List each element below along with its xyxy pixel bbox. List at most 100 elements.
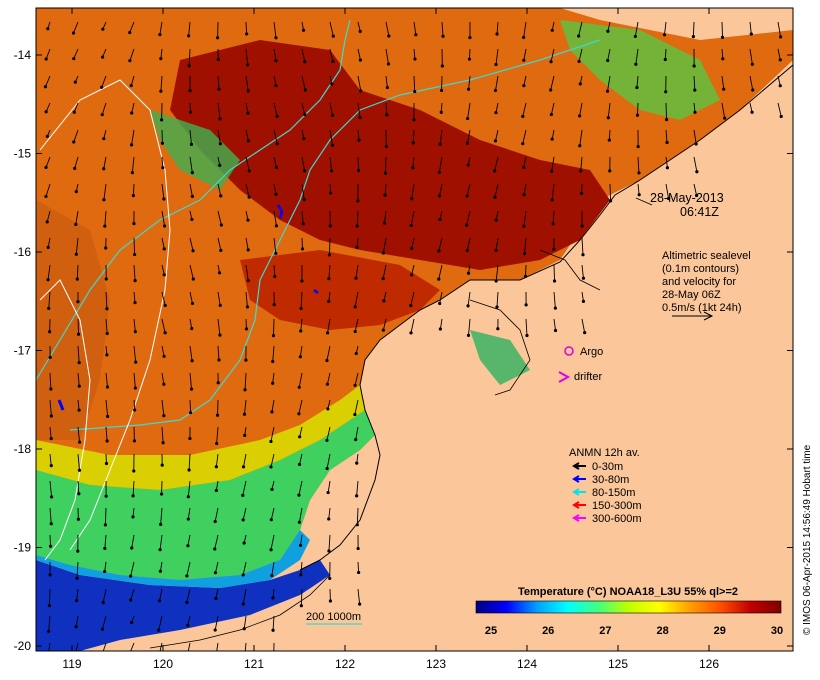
velocity-arrow <box>46 210 51 222</box>
velocity-arrow-head <box>521 114 525 118</box>
velocity-arrow-head <box>186 623 190 627</box>
velocity-arrow <box>161 156 164 168</box>
velocity-arrow-head <box>353 305 357 309</box>
velocity-arrow-head <box>326 490 330 495</box>
velocity-arrow <box>298 399 303 414</box>
x-tick-label: 125 <box>608 657 628 671</box>
velocity-arrow-head <box>750 110 754 114</box>
velocity-arrow <box>215 561 219 573</box>
velocity-arrow-head <box>190 171 194 175</box>
velocity-arrow-head <box>353 329 357 334</box>
velocity-arrow <box>133 237 136 255</box>
velocity-arrow <box>299 345 303 357</box>
velocity-arrow <box>636 75 639 88</box>
velocity-arrow <box>161 210 166 227</box>
velocity-arrow <box>637 102 639 116</box>
velocity-arrow-head <box>329 191 333 195</box>
velocity-arrow-head <box>723 116 727 120</box>
velocity-arrow <box>410 291 415 306</box>
velocity-arrow-head <box>129 83 133 88</box>
velocity-arrow-head <box>494 279 498 283</box>
velocity-arrow <box>357 588 361 605</box>
velocity-arrow-head <box>162 197 166 201</box>
velocity-arrow-head <box>157 628 161 632</box>
velocity-arrow-head <box>130 111 134 115</box>
velocity-arrow <box>438 237 443 251</box>
velocity-arrow-head <box>325 466 329 471</box>
velocity-arrow-head <box>358 58 362 62</box>
velocity-arrow-head <box>104 494 108 498</box>
velocity-arrow <box>523 21 527 38</box>
anmn-title: ANMN 12h av. <box>569 447 640 459</box>
velocity-arrow <box>356 480 359 496</box>
velocity-arrow <box>73 102 79 113</box>
velocity-arrow-head <box>47 306 51 310</box>
velocity-arrow <box>439 129 443 145</box>
velocity-arrow <box>300 534 303 546</box>
velocity-arrow-head <box>385 85 389 90</box>
colorbar-tick-label: 26 <box>542 625 554 637</box>
velocity-arrow <box>495 102 499 113</box>
velocity-arrow-head <box>410 197 414 201</box>
velocity-arrow <box>270 453 275 468</box>
velocity-arrow-head <box>45 134 49 138</box>
velocity-arrow <box>273 48 277 61</box>
colorbar-gradient <box>475 600 782 614</box>
velocity-arrow-head <box>779 114 783 119</box>
velocity-arrow-head <box>299 573 303 577</box>
velocity-arrow-head <box>297 520 302 524</box>
velocity-arrow-head <box>466 304 470 308</box>
velocity-arrow <box>48 642 51 651</box>
velocity-arrow <box>243 615 247 629</box>
velocity-arrow <box>579 102 583 117</box>
velocity-arrow-head <box>132 439 137 443</box>
velocity-arrow-head <box>328 576 332 581</box>
velocity-arrow <box>160 75 163 92</box>
velocity-arrow-head <box>358 29 362 33</box>
velocity-arrow-head <box>131 494 135 498</box>
velocity-arrow-head <box>219 194 223 198</box>
velocity-arrow-head <box>103 224 107 228</box>
velocity-arrow-head <box>694 142 698 146</box>
velocity-arrow-head <box>75 277 79 281</box>
velocity-arrow <box>245 102 249 114</box>
velocity-arrow-head <box>130 546 134 550</box>
velocity-arrow-head <box>275 142 279 146</box>
velocity-arrow <box>215 480 219 491</box>
velocity-arrow <box>273 210 277 226</box>
velocity-arrow <box>102 588 107 603</box>
velocity-arrow-head <box>100 85 104 89</box>
velocity-arrow <box>273 318 275 336</box>
velocity-arrow-head <box>387 34 391 38</box>
velocity-arrow-head <box>213 628 217 632</box>
velocity-arrow-head <box>522 84 526 88</box>
velocity-arrow-head <box>246 139 250 143</box>
velocity-arrow-head <box>103 569 107 574</box>
velocity-arrow <box>553 318 556 331</box>
velocity-arrow-head <box>186 517 190 521</box>
velocity-arrow-head <box>243 388 247 392</box>
velocity-arrow-head <box>247 169 251 173</box>
velocity-arrow-head <box>300 279 304 283</box>
velocity-arrow-head <box>330 113 335 118</box>
velocity-arrow-head <box>159 56 163 61</box>
velocity-arrow-head <box>246 279 250 283</box>
velocity-arrow-head <box>213 547 217 551</box>
velocity-arrow <box>189 156 193 173</box>
altimetry-line-5: 0.5m/s (1kt 24h) <box>662 302 741 314</box>
velocity-arrow <box>495 75 499 91</box>
velocity-arrow-head <box>102 167 106 171</box>
velocity-arrow-head <box>438 327 442 331</box>
sea-cool-zone <box>36 560 330 651</box>
velocity-arrow-head <box>357 570 361 575</box>
velocity-arrow <box>328 534 331 551</box>
velocity-arrow-head <box>246 89 250 93</box>
velocity-arrow <box>187 642 191 651</box>
velocity-arrow <box>412 156 415 168</box>
velocity-arrow-head <box>606 116 610 120</box>
velocity-arrow-head <box>355 245 359 249</box>
velocity-arrow <box>664 21 667 35</box>
velocity-arrow-head <box>607 138 611 142</box>
velocity-arrow <box>189 264 194 280</box>
velocity-arrow-head <box>246 63 250 67</box>
